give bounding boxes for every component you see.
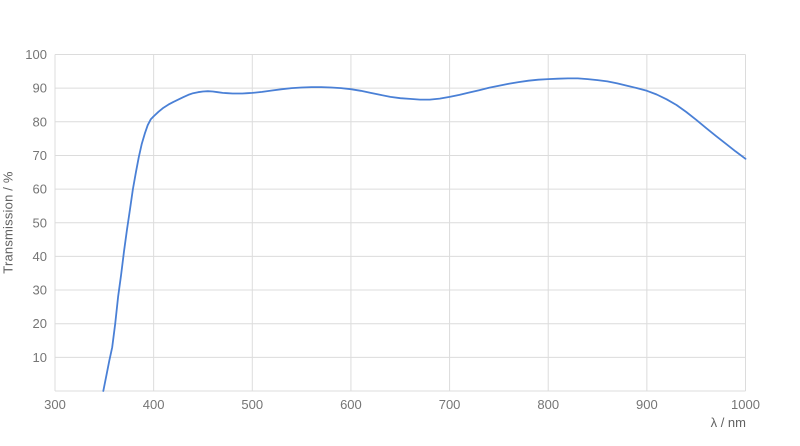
x-tick-label: 300: [44, 397, 66, 412]
x-axis-title: λ / nm: [710, 415, 746, 430]
transmission-line: [102, 77, 747, 392]
y-tick-label: 80: [33, 114, 47, 129]
y-tick-label: 10: [33, 350, 47, 365]
x-tick-label: 500: [241, 397, 263, 412]
x-tick-label: 1000: [731, 397, 760, 412]
y-tick-label: 60: [33, 182, 47, 197]
x-tick-label: 800: [537, 397, 559, 412]
x-tick-label: 600: [340, 397, 362, 412]
y-tick-label: 90: [33, 81, 47, 96]
y-axis-title: Transmission / %: [0, 171, 16, 274]
y-tick-label: 20: [33, 316, 47, 331]
x-tick-label: 400: [143, 397, 165, 412]
y-tick-label: 70: [33, 148, 47, 163]
y-tick-label: 40: [33, 249, 47, 264]
x-tick-label: 900: [636, 397, 658, 412]
x-tick-label: 700: [439, 397, 461, 412]
y-tick-label: 50: [33, 215, 47, 230]
y-tick-label: 30: [33, 283, 47, 298]
y-tick-label: 100: [25, 47, 47, 62]
